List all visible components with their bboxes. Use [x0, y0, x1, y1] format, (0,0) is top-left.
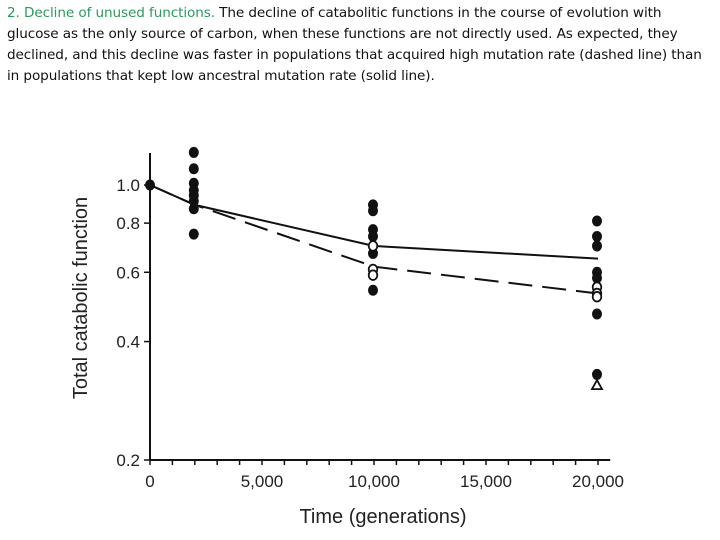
- filled-point: [592, 368, 602, 380]
- figure-caption: 2. Decline of unused functions. The decl…: [7, 3, 713, 87]
- y-axis-title: Total catabolic function: [70, 197, 92, 399]
- y-tick-label: 1.0: [116, 176, 140, 195]
- y-tick-label: 0.8: [116, 214, 140, 233]
- x-axis-title: Time (generations): [299, 506, 466, 528]
- y-tick-label: 0.4: [116, 333, 140, 352]
- filled-point: [368, 284, 378, 296]
- solid-mean-line: [149, 184, 599, 260]
- data-points: [145, 146, 604, 391]
- y-tick-label: 0.6: [116, 263, 140, 282]
- open-point: [591, 291, 603, 303]
- series-lines: [149, 184, 599, 295]
- y-tick-label: 0.2: [116, 451, 140, 470]
- filled-point: [188, 146, 199, 158]
- x-tick-label: 0: [145, 472, 154, 491]
- x-tick-label: 20,000: [572, 472, 624, 491]
- filled-point: [368, 230, 378, 242]
- x-tick-label: 5,000: [241, 472, 284, 491]
- filled-point: [592, 215, 602, 227]
- filled-point: [188, 203, 199, 215]
- x-tick-label: 10,000: [348, 472, 400, 491]
- filled-point: [145, 179, 155, 191]
- filled-point: [188, 163, 199, 175]
- filled-point: [592, 272, 602, 284]
- axes: 0 5,000 10,000 15,000 20,000 0.2 0.4 0.6 0.8 1.0: [116, 153, 624, 491]
- caption-body: The decline of catabolitic functions in …: [7, 5, 702, 84]
- filled-point: [592, 230, 602, 242]
- filled-point: [188, 228, 199, 240]
- caption-lead: 2. Decline of unused functions.: [7, 5, 215, 21]
- filled-point: [592, 308, 602, 320]
- open-point: [367, 269, 379, 281]
- dashed-mean-line: [149, 184, 599, 295]
- x-tick-label: 15,000: [460, 472, 512, 491]
- filled-point: [368, 205, 378, 217]
- filled-point: [188, 195, 199, 207]
- open-triangle-point: [590, 378, 604, 391]
- open-point: [367, 240, 379, 252]
- filled-point: [592, 240, 602, 252]
